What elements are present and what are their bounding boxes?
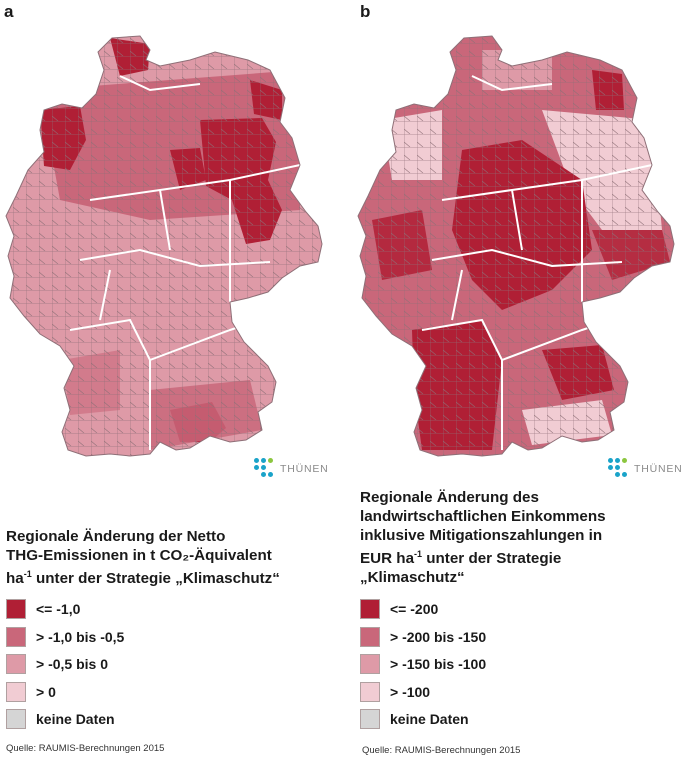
legend-a-item-3: > -0,5 bis 0 — [6, 654, 108, 674]
map-panel-b — [352, 30, 682, 470]
thuenen-logo-icon — [254, 458, 276, 480]
legend-a-item-2: > -1,0 bis -0,5 — [6, 627, 124, 647]
legend-a-label-2: > -1,0 bis -0,5 — [36, 629, 125, 645]
legend-a-swatch-5 — [6, 709, 26, 729]
legend-a-item-1: <= -1,0 — [6, 599, 80, 619]
map-a-district-lines — [6, 36, 322, 456]
legend-a-swatch-1 — [6, 599, 26, 619]
legend-b-swatch-3 — [360, 654, 380, 674]
panel-b-letter: b — [360, 2, 371, 21]
legend-b-swatch-2 — [360, 627, 380, 647]
legend-a-title-line3: ha-1 unter der Strategie „Klimaschutz“ — [6, 569, 280, 588]
legend-b-title-line4: EUR ha-1 unter der Strategie — [360, 549, 562, 568]
legend-b-label-4: > -100 — [390, 684, 431, 700]
map-b-state-borders — [421, 75, 653, 450]
legend-panel-b: Regionale Änderung des landwirtschaftlic… — [360, 488, 606, 587]
legend-b-label-2: > -200 bis -150 — [390, 629, 487, 645]
thuenen-logo-text: THÜNEN — [280, 463, 329, 475]
legend-a-label-3: > -0,5 bis 0 — [36, 656, 108, 672]
legend-b-item-5: keine Daten — [360, 709, 469, 729]
legend-b-label-1: <= -200 — [390, 601, 439, 617]
panel-a-letter: a — [4, 2, 14, 21]
legend-b-item-3: > -150 bis -100 — [360, 654, 486, 674]
legend-a-label-5: keine Daten — [36, 711, 115, 727]
legend-b-title-line5: „Klimaschutz“ — [360, 569, 465, 587]
germany-income-map — [357, 35, 675, 457]
legend-b-swatch-4 — [360, 682, 380, 702]
thuenen-logo-a: THÜNEN — [254, 458, 329, 480]
legend-b-title: Regionale Änderung des landwirtschaftlic… — [360, 488, 606, 587]
legend-b-label-3: > -150 bis -100 — [390, 656, 487, 672]
legend-a-title-line2: THG-Emissionen in t CO₂-Äquivalent — [6, 547, 272, 564]
legend-a-swatch-3 — [6, 654, 26, 674]
legend-b-title-line2: landwirtschaftlichen Einkommens — [360, 508, 606, 525]
legend-b-item-2: > -200 bis -150 — [360, 627, 486, 647]
legend-a-item-4: > 0 — [6, 682, 56, 702]
legend-panel-a: Regionale Änderung der Netto THG-Emissio… — [6, 527, 280, 588]
source-note-b: Quelle: RAUMIS-Berechnungen 2015 — [362, 745, 521, 756]
legend-b-swatch-5 — [360, 709, 380, 729]
germany-co2-map — [5, 35, 323, 457]
map-b-district-lines — [358, 36, 674, 456]
map-panel-a — [0, 30, 330, 470]
legend-a-swatch-2 — [6, 627, 26, 647]
legend-b-label-5: keine Daten — [390, 711, 469, 727]
thuenen-logo-b: THÜNEN — [608, 458, 683, 480]
legend-a-swatch-4 — [6, 682, 26, 702]
legend-b-item-4: > -100 — [360, 682, 430, 702]
legend-b-title-line3: inklusive Mitigationszahlungen in — [360, 527, 603, 544]
legend-a-title-line1: Regionale Änderung der Netto — [6, 528, 226, 545]
legend-a-label-4: > 0 — [36, 684, 56, 700]
thuenen-logo-text: THÜNEN — [634, 463, 683, 475]
legend-a-label-1: <= -1,0 — [36, 601, 81, 617]
legend-b-item-1: <= -200 — [360, 599, 438, 619]
legend-b-swatch-1 — [360, 599, 380, 619]
source-note-a: Quelle: RAUMIS-Berechnungen 2015 — [6, 743, 165, 754]
legend-a-item-5: keine Daten — [6, 709, 115, 729]
thuenen-logo-icon — [608, 458, 630, 480]
legend-b-title-line1: Regionale Änderung des — [360, 489, 539, 506]
legend-a-title: Regionale Änderung der Netto THG-Emissio… — [6, 527, 280, 588]
